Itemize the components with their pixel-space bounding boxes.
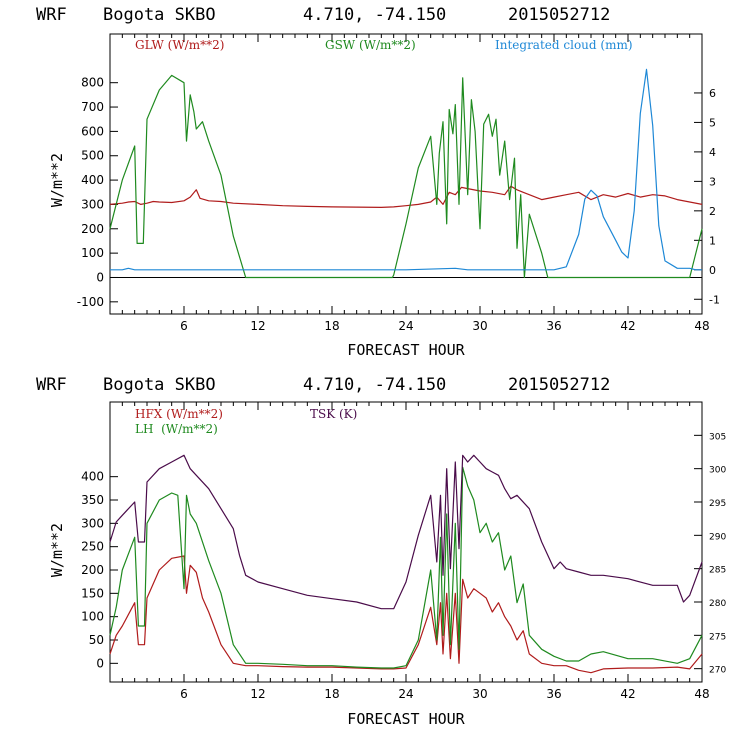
- chart-2-series-hfx-line: [109, 555, 703, 674]
- chart-1-y2-tick-label: 3: [709, 175, 716, 188]
- chart-2-y-tick-label: 150: [81, 586, 104, 600]
- chart-2-y2-tick-label: 275: [709, 632, 726, 642]
- chart-2-legend-hfx: HFX (W/m**2): [135, 407, 223, 421]
- chart-1-y2-axis: -1 0 1 2 3 4 5 6: [694, 87, 720, 306]
- chart-1-x-axis: 6 12 18 24 30 36 42 48: [121, 34, 710, 333]
- chart-1-y-tick-label: 600: [81, 124, 104, 138]
- chart-1-legend-glw: GLW (W/m**2): [135, 38, 224, 52]
- chart-2-y2-axis: 270 275 280 285 290 295 300 305: [694, 432, 726, 676]
- chart-1-x-tick-label: 24: [398, 319, 413, 333]
- chart-2-header-model: WRF: [36, 375, 67, 395]
- chart-1-x-tick-label: 30: [472, 319, 487, 333]
- chart-1-y-tick-label: 0: [96, 270, 104, 284]
- chart-2-xlabel: FORECAST HOUR: [347, 710, 465, 728]
- chart-2-y2-tick-label: 270: [709, 666, 726, 676]
- chart-2-header-coords: 4.710, -74.150: [303, 375, 446, 395]
- chart-1-xlabel: FORECAST HOUR: [347, 341, 465, 359]
- chart-2-x-tick-label: 24: [398, 687, 413, 701]
- chart-1-y-axis: -100 0 100 200 300 400 500 600 700 800: [77, 76, 118, 309]
- chart-1-x-tick-label: 6: [180, 319, 188, 333]
- chart-2-x-tick-label: 42: [620, 687, 635, 701]
- chart-1-x-tick-label: 48: [694, 319, 709, 333]
- chart-1-x-tick-label: 36: [546, 319, 561, 333]
- chart-1-legend-cloud: Integrated cloud (mm): [495, 38, 633, 52]
- chart-2-ylabel: W/m**2: [48, 523, 66, 577]
- chart-1-legend-gsw: GSW (W/m**2): [325, 38, 416, 52]
- chart-2-x-tick-label: 36: [546, 687, 561, 701]
- chart-2-x-tick-label: 6: [180, 687, 188, 701]
- chart-2-y2-tick-label: 285: [709, 566, 726, 576]
- chart-2-y2-tick-label: 290: [709, 532, 726, 542]
- chart-1-header-run: 2015052712: [508, 5, 610, 25]
- chart-1-y-tick-label: 800: [81, 76, 104, 90]
- chart-2-x-axis: 6 12 18 24 30 36 42 48: [121, 402, 710, 701]
- chart-1-y2-tick-label: -1: [709, 293, 720, 306]
- chart-2-y-axis: 0 50 100 150 200 250 300 350 400: [81, 470, 118, 670]
- chart-1-series: [109, 68, 703, 279]
- chart-1-frame: [109, 33, 703, 315]
- chart-2-y-tick-label: 250: [81, 540, 104, 554]
- chart-2-x-tick-label: 18: [324, 687, 339, 701]
- chart-2-x-tick-label: 48: [694, 687, 709, 701]
- chart-1-y-tick-label: 700: [81, 100, 104, 114]
- chart-1-y2-tick-label: 0: [709, 264, 716, 277]
- chart-1-header-model: WRF: [36, 5, 67, 25]
- chart-2-y-tick-label: 350: [81, 493, 104, 507]
- chart-2-series: [109, 454, 703, 674]
- chart-2-y-tick-label: 50: [89, 633, 104, 647]
- chart-1-y-tick-label: 300: [81, 197, 104, 211]
- chart-1-ylabel: W/m**2: [48, 153, 66, 207]
- chart-1-series-integrated-line: [110, 68, 702, 271]
- chart-2-y2-tick-label: 300: [709, 466, 726, 476]
- chart-1-y-tick-label: 200: [81, 222, 104, 236]
- chart-1-y-tick-label: -100: [77, 295, 104, 309]
- chart-2: WRF Bogota SKBO 4.710, -74.150 201505271…: [36, 375, 726, 728]
- chart-1-header-coords: 4.710, -74.150: [303, 5, 446, 25]
- chart-1-series-gsw-line: [109, 74, 703, 279]
- chart-1-y2-tick-label: 4: [709, 146, 716, 159]
- chart-2-series-lh-line: [109, 466, 703, 669]
- chart-2-y2-tick-label: 280: [709, 599, 726, 609]
- chart-2-series-tsk-line: [109, 454, 703, 610]
- chart-1-y2-tick-label: 6: [709, 87, 716, 100]
- chart-1-y-tick-label: 400: [81, 173, 104, 187]
- chart-2-y-tick-label: 200: [81, 563, 104, 577]
- chart-2-legend-tsk: TSK (K): [310, 407, 357, 421]
- chart-2-header-station: Bogota SKBO: [103, 375, 216, 395]
- chart-2-y-tick-label: 100: [81, 610, 104, 624]
- chart-2-y2-tick-label: 305: [709, 432, 726, 442]
- chart-2-header-run: 2015052712: [508, 375, 610, 395]
- chart-2-y-tick-label: 400: [81, 470, 104, 484]
- chart-2-y-tick-label: 300: [81, 516, 104, 530]
- chart-1-y2-tick-label: 1: [709, 234, 716, 247]
- chart-1-x-tick-label: 42: [620, 319, 635, 333]
- chart-2-y-tick-label: 0: [96, 656, 104, 670]
- chart-1: WRF Bogota SKBO 4.710, -74.150 201505271…: [36, 5, 720, 359]
- chart-2-x-tick-label: 12: [250, 687, 265, 701]
- chart-2-y2-tick-label: 295: [709, 499, 726, 509]
- chart-1-y-tick-label: 100: [81, 246, 104, 260]
- chart-1-x-tick-label: 12: [250, 319, 265, 333]
- chart-2-x-tick-label: 30: [472, 687, 487, 701]
- chart-1-y2-tick-label: 5: [709, 116, 716, 129]
- chart-1-x-tick-label: 18: [324, 319, 339, 333]
- chart-1-y2-tick-label: 2: [709, 205, 716, 218]
- chart-1-series-glw-line: [109, 185, 703, 208]
- chart-1-header-station: Bogota SKBO: [103, 5, 216, 25]
- chart-2-legend-lh: LH (W/m**2): [135, 422, 218, 436]
- chart-1-y-tick-label: 500: [81, 149, 104, 163]
- chart-2-frame: [109, 401, 703, 683]
